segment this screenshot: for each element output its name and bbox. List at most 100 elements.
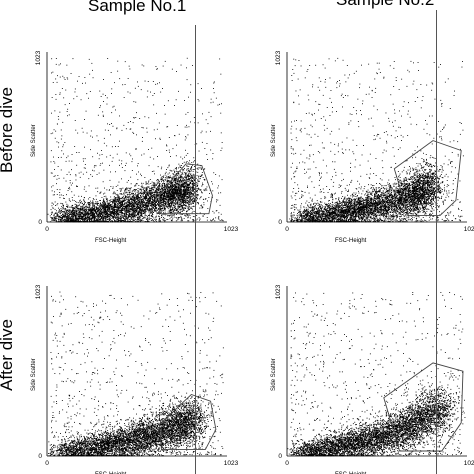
data-point [135, 198, 137, 199]
data-point [119, 200, 121, 202]
data-point [197, 167, 199, 169]
data-point [164, 208, 165, 210]
data-point [188, 190, 190, 192]
data-point [188, 178, 190, 180]
data-point [73, 208, 75, 210]
data-point [174, 198, 176, 199]
data-point [99, 215, 101, 217]
data-point [63, 221, 65, 223]
data-point [125, 189, 127, 190]
data-point [83, 219, 85, 221]
data-point [161, 204, 163, 206]
data-point [75, 221, 76, 223]
data-point [120, 188, 122, 189]
data-point [110, 211, 112, 212]
data-point [164, 201, 166, 203]
data-point [99, 219, 100, 220]
data-point [134, 200, 135, 202]
data-point [71, 206, 73, 208]
data-point [61, 221, 63, 223]
data-point [167, 201, 169, 203]
data-point [103, 212, 105, 214]
data-point [124, 216, 126, 218]
data-point [99, 220, 101, 221]
data-point [119, 211, 121, 213]
data-point [70, 217, 72, 219]
data-point [175, 193, 176, 195]
data-point [79, 210, 81, 212]
data-point [166, 183, 167, 185]
data-point [168, 200, 170, 202]
data-point [80, 208, 81, 210]
data-point [151, 215, 153, 216]
data-point [158, 212, 159, 214]
data-point [173, 188, 174, 190]
data-point [68, 218, 70, 220]
data-point [143, 205, 144, 207]
data-point [90, 212, 91, 214]
data-point [152, 197, 153, 199]
data-point [118, 205, 120, 206]
data-point [103, 204, 105, 206]
data-point [162, 204, 164, 205]
data-point [128, 203, 130, 205]
data-point [92, 209, 94, 211]
data-point [150, 204, 152, 206]
data-point [189, 203, 191, 205]
data-point [56, 220, 57, 221]
data-point [174, 192, 175, 194]
data-point [165, 193, 167, 195]
data-point [65, 213, 66, 215]
data-point [184, 185, 186, 187]
data-point [188, 166, 190, 167]
data-point [95, 198, 97, 200]
data-point [154, 195, 156, 197]
data-point [138, 221, 140, 223]
data-point [90, 221, 91, 223]
data-point [143, 212, 145, 213]
data-point [198, 188, 200, 190]
data-point [169, 186, 171, 187]
data-point [128, 198, 130, 200]
data-point [136, 202, 138, 203]
data-point [144, 198, 146, 200]
data-point [92, 214, 93, 215]
data-point [107, 206, 109, 208]
data-point [136, 207, 137, 209]
data-point [129, 200, 130, 202]
data-point [181, 185, 183, 187]
data-point [130, 221, 132, 223]
data-point [168, 180, 169, 181]
data-point [50, 209, 52, 211]
data-point [181, 180, 183, 182]
data-point [111, 209, 112, 211]
data-point [139, 191, 141, 193]
data-point [140, 211, 142, 213]
data-point [185, 177, 186, 179]
data-point [189, 183, 190, 185]
data-point [170, 194, 172, 196]
data-point [185, 201, 187, 202]
data-point [190, 194, 192, 196]
data-point [170, 201, 172, 203]
data-point [161, 181, 162, 183]
data-point [127, 197, 129, 199]
data-point [164, 188, 166, 190]
data-point [167, 197, 169, 198]
data-point [188, 197, 190, 199]
data-point [150, 203, 152, 205]
data-point [108, 209, 110, 210]
data-point [183, 201, 185, 203]
data-point [173, 206, 175, 208]
data-point [120, 189, 122, 191]
data-point [148, 209, 150, 210]
data-point [166, 193, 168, 194]
data-point [143, 189, 145, 191]
data-point [178, 163, 180, 165]
data-point [103, 201, 105, 202]
data-point [126, 221, 127, 223]
data-point [121, 209, 123, 211]
data-point [70, 219, 72, 221]
data-point [129, 188, 131, 190]
data-point [103, 206, 104, 208]
